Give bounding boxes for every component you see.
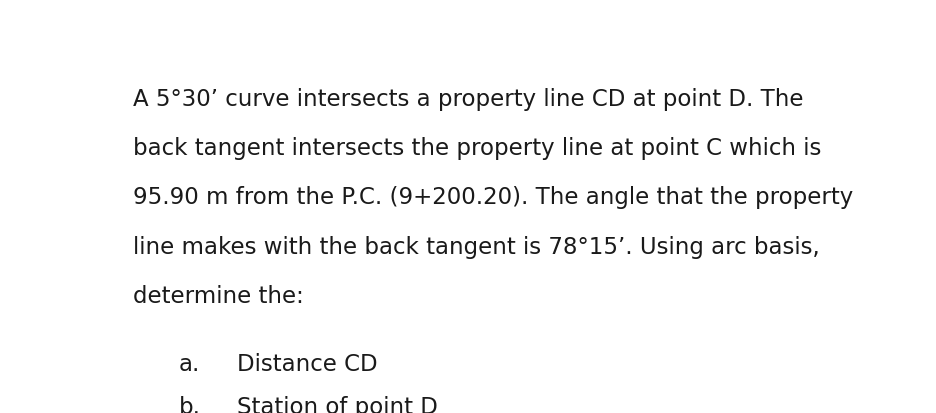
Text: a.: a.: [179, 353, 200, 376]
Text: 95.90 m from the P.C. (9+200.20). The angle that the property: 95.90 m from the P.C. (9+200.20). The an…: [133, 186, 853, 209]
Text: back tangent intersects the property line at point C which is: back tangent intersects the property lin…: [133, 137, 821, 160]
Text: Distance CD: Distance CD: [237, 353, 377, 376]
Text: Station of point D: Station of point D: [237, 396, 437, 413]
Text: line makes with the back tangent is 78°15’. Using arc basis,: line makes with the back tangent is 78°1…: [133, 235, 819, 259]
Text: A 5°30’ curve intersects a property line CD at point D. The: A 5°30’ curve intersects a property line…: [133, 88, 803, 111]
Text: b.: b.: [179, 396, 200, 413]
Text: determine the:: determine the:: [133, 285, 303, 308]
